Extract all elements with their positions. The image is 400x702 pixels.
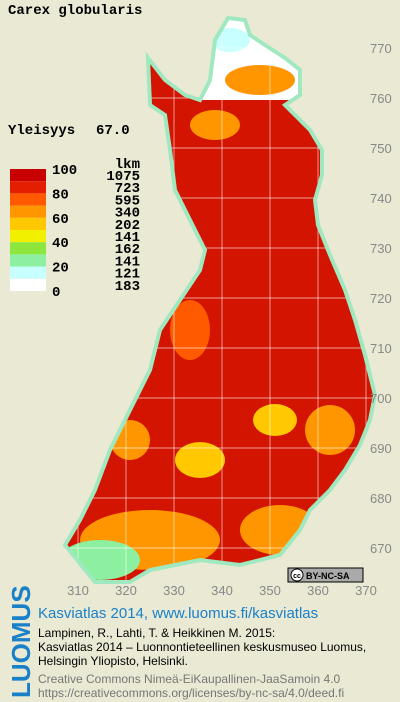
x-grid-label: 320 [115,583,137,598]
patch [170,300,210,360]
count-label: 723 [115,181,140,197]
scale-label: 0 [52,285,60,301]
count-header: lkm [115,157,140,173]
scale-label: 60 [52,212,69,228]
x-grid-label: 360 [307,583,329,598]
scale-label: 80 [52,187,69,203]
legend-swatch [10,205,46,218]
footer-heading: Kasviatlas 2014, www.luomus.fi/kasviatla… [38,605,318,622]
count-label: 183 [115,279,140,295]
legend-swatch [10,193,46,206]
badge-icon-text: cc [293,573,301,580]
x-grid-label: 330 [163,583,185,598]
count-label: 141 [115,254,140,270]
y-grid-label: 730 [370,241,392,256]
citation-line: Lampinen, R., Lahti, T. & Heikkinen M. 2… [38,626,275,640]
badge-box [287,567,364,583]
y-grid-label: 670 [370,541,392,556]
patch [253,404,297,436]
x-grid-label: 350 [259,583,281,598]
y-grid-label: 700 [370,391,392,406]
count-label: 141 [115,230,140,246]
scale-label: 40 [52,236,69,252]
citation-line: Helsingin Yliopisto, Helsinki. [38,654,188,668]
legend-swatch [10,217,46,230]
legend-swatch [10,242,46,255]
frequency-label: Yleisyys [8,123,75,139]
y-grid-label: 720 [370,291,392,306]
patch [305,405,355,455]
y-grid-label: 750 [370,141,392,156]
license-line: https://creativecommons.org/licenses/by-… [38,686,344,700]
logo: LUOMUS [6,585,36,698]
citation-line: Kasviatlas 2014 – Luonnontieteellinen ke… [38,640,366,654]
patch [225,65,295,95]
species-title: Carex globularis [8,3,142,19]
count-label: 162 [115,242,140,258]
count-label: 121 [115,267,140,283]
map-border [62,15,378,584]
frequency-value: 67.0 [96,123,130,139]
y-grid-label: 760 [370,91,392,106]
x-grid-label: 310 [67,583,89,598]
legend-swatch [10,230,46,243]
x-grid-label: 340 [211,583,233,598]
scale-label: 100 [52,163,77,179]
count-label: 340 [115,206,140,222]
badge-text: BY-NC-SA [306,571,350,581]
badge-icon [290,568,304,582]
y-grid-label: 680 [370,491,392,506]
legend-swatch [10,169,46,182]
y-grid-label: 710 [370,341,392,356]
legend-swatch [10,181,46,194]
count-label: 202 [115,218,140,234]
y-grid-label: 770 [370,41,392,56]
legend: 1008060402001075723595340202141162141121… [10,163,140,301]
patch [175,442,225,478]
legend-swatch [10,278,46,291]
license-line: Creative Commons Nimeä-EiKaupallinen-Jaa… [38,672,340,686]
count-label: 595 [115,193,140,209]
license-badge: cc BY-NC-SA [287,567,364,583]
legend-swatch [10,254,46,267]
patch [190,110,240,140]
y-grid-label: 740 [370,191,392,206]
scale-label: 20 [52,261,69,277]
x-grid-label: 370 [355,583,377,598]
count-label: 1075 [106,169,140,185]
legend-swatch [10,266,46,279]
y-grid-label: 690 [370,441,392,456]
